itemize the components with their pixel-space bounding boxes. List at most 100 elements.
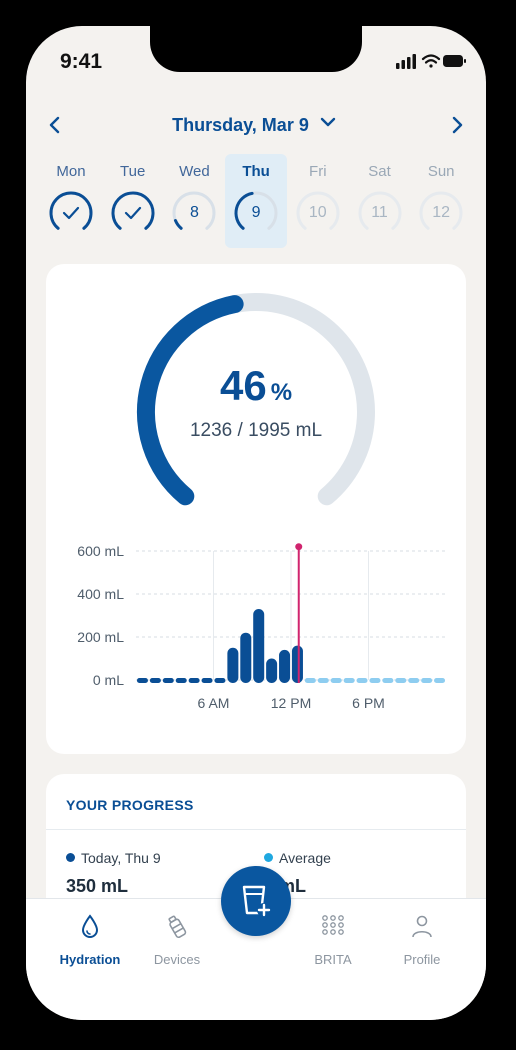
status-time: 9:41 — [60, 50, 103, 73]
week-selector: Mon Tue Wed 8 Thu 9 Fri 10 Sat 11 Sun 12 — [40, 154, 472, 248]
hour-bar — [291, 645, 303, 683]
tab-label: Profile — [403, 952, 441, 967]
day-label: Wed — [179, 163, 210, 180]
chevron-left-icon — [49, 116, 60, 134]
hour-bar — [227, 647, 239, 683]
day-label: Sat — [368, 163, 391, 180]
amount-text: 1236 / 1995 mL — [189, 420, 323, 441]
hour-bar-empty — [343, 678, 355, 683]
y-tick-label: 400 mL — [77, 586, 124, 602]
grid-dots-icon — [322, 915, 344, 935]
hour-bar-empty — [395, 678, 407, 683]
hour-bar-empty — [330, 678, 342, 683]
phone-screen: 9:41 Thursday, Mar 9 — [26, 26, 486, 1020]
tab-label: BRITA — [314, 952, 352, 967]
hydration-card: 46% 1236 / 1995 mL 0 mL 200 mL 400 mL 600 m… — [46, 264, 466, 754]
hour-bar-empty — [421, 678, 433, 683]
day-label: Tue — [120, 163, 146, 180]
x-tick-label: 6 PM — [352, 695, 385, 711]
current-time-dot — [295, 543, 303, 551]
day-thu[interactable]: Thu 9 — [225, 154, 288, 248]
percent-value: 46 — [219, 362, 267, 409]
hour-bar-empty — [188, 678, 200, 683]
day-label: Mon — [56, 163, 86, 180]
x-tick-label: 6 AM — [198, 695, 230, 711]
date-title: Thursday, Mar 9 — [172, 114, 309, 135]
percent-symbol: % — [270, 379, 293, 406]
day-label: Thu — [242, 163, 270, 180]
day-fri[interactable]: Fri 10 — [287, 154, 349, 248]
day-progress-ring — [296, 191, 340, 230]
gauge-fill — [137, 295, 244, 506]
hour-bar-empty — [201, 678, 213, 683]
chevron-down-icon — [314, 115, 340, 135]
x-tick-label: 12 PM — [271, 695, 311, 711]
day-mon[interactable]: Mon — [40, 154, 102, 248]
day-label: Sun — [427, 163, 455, 180]
hour-bar-empty — [214, 678, 226, 683]
day-number: 10 — [308, 204, 327, 221]
person-icon — [412, 915, 432, 938]
tab-hydration[interactable]: Hydration — [48, 899, 132, 979]
day-number: 11 — [371, 204, 388, 221]
hour-bar-empty — [136, 678, 148, 683]
average-dot — [264, 853, 273, 862]
day-sun[interactable]: Sun 12 — [410, 154, 472, 248]
day-progress-ring — [419, 191, 463, 230]
hour-bar-empty — [162, 678, 174, 683]
y-tick-label: 600 mL — [77, 543, 124, 559]
day-number: 9 — [251, 204, 261, 221]
chevron-right-icon — [452, 116, 463, 134]
day-progress-ring — [234, 191, 278, 230]
check-icon — [62, 206, 80, 220]
divider — [46, 829, 466, 830]
tab-label: Devices — [153, 952, 201, 967]
hour-bar-empty — [304, 678, 316, 683]
next-day-button[interactable] — [442, 110, 472, 140]
day-number: 12 — [432, 204, 451, 221]
date-navigation: Thursday, Mar 9 — [26, 110, 486, 140]
hour-bar-empty — [149, 678, 161, 683]
add-drink-button[interactable] — [221, 866, 291, 936]
wifi-icon — [421, 54, 441, 68]
previous-day-button[interactable] — [40, 110, 70, 140]
tab-label: Hydration — [59, 952, 121, 967]
y-tick-label: 200 mL — [77, 629, 124, 645]
hour-bar-empty — [317, 678, 329, 683]
tab-devices[interactable]: Devices — [135, 899, 219, 979]
today-label: Today, Thu 9 — [81, 850, 161, 866]
status-icons — [396, 53, 466, 74]
hour-bar-empty — [356, 678, 368, 683]
hour-bar-empty — [382, 678, 394, 683]
legend-today: Today, Thu 9 — [66, 850, 161, 866]
hour-bar — [240, 632, 252, 683]
hour-bar-empty — [369, 678, 381, 683]
hour-bar-empty — [434, 678, 446, 683]
day-progress-ring — [358, 191, 401, 230]
progress-title: YOUR PROGRESS — [66, 797, 194, 813]
day-sat[interactable]: Sat 11 — [349, 154, 411, 248]
y-tick-label: 0 mL — [93, 672, 124, 688]
percent-display: 46% — [46, 362, 466, 410]
notch — [150, 26, 362, 72]
hourly-chart: 0 mL 200 mL 400 mL 600 mL 6 AM 12 PM 6 PM — [77, 543, 446, 711]
bottle-icon — [168, 915, 187, 939]
hour-bar — [266, 658, 278, 683]
today-value: 350 mL — [66, 876, 129, 896]
signal-icon — [396, 54, 416, 69]
hour-bar — [253, 609, 265, 683]
tab-brita[interactable]: BRITA — [291, 899, 375, 979]
date-picker-button[interactable]: Thursday, Mar 9 — [26, 114, 486, 136]
day-progress-ring — [111, 191, 155, 230]
day-progress-ring — [172, 191, 216, 230]
progress-gauge — [137, 293, 375, 506]
hour-bar — [279, 649, 291, 683]
day-label: Fri — [309, 163, 327, 180]
average-label: Average — [279, 850, 331, 866]
drop-icon — [81, 914, 99, 938]
day-tue[interactable]: Tue — [102, 154, 164, 248]
add-glass-icon — [242, 885, 271, 917]
tab-profile[interactable]: Profile — [380, 899, 464, 979]
day-progress-ring — [49, 191, 93, 230]
day-wed[interactable]: Wed 8 — [163, 154, 225, 248]
